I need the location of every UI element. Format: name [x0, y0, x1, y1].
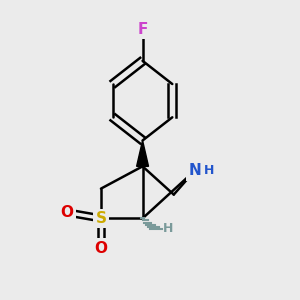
Text: O: O: [60, 205, 73, 220]
Text: F: F: [137, 22, 148, 37]
Text: S: S: [95, 211, 106, 226]
Text: H: H: [163, 222, 173, 235]
Text: O: O: [94, 241, 107, 256]
Text: N: N: [188, 163, 201, 178]
Polygon shape: [136, 140, 148, 166]
Text: H: H: [204, 164, 214, 177]
